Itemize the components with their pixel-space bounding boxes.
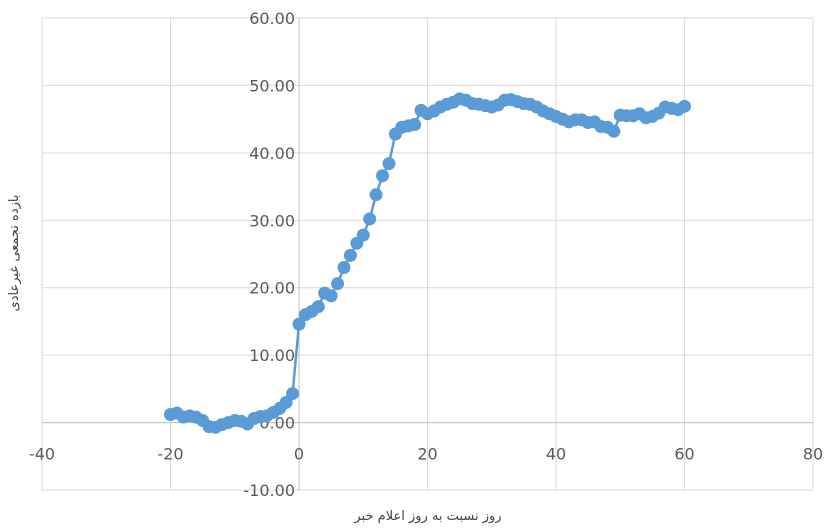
data-point [678,99,691,113]
x-tick-label: 60 [674,445,694,464]
data-point [343,248,357,262]
data-point [363,212,377,226]
y-tick-label: 40.00 [249,144,295,163]
data-point [356,228,370,242]
y-tick-label: -10.00 [243,481,295,500]
data-point [292,317,306,331]
axes [42,18,813,490]
data-point [331,277,345,291]
y-tick-label: 50.00 [249,76,295,95]
x-tick-label: -20 [157,445,183,464]
data-point [286,387,300,401]
x-tick-label: 0 [294,445,304,464]
x-axis-title: روز نسبت به روز اعلام خبر [353,509,501,524]
data-point [337,260,351,274]
y-axis-title: بازده تجمعی غیرعادی [7,195,22,312]
tick-labels: -40 -20 0 20 40 60 80-10.000.0010.0020.0030.00… [29,9,823,500]
x-tick-label: 20 [417,445,437,464]
y-tick-label: 30.00 [249,211,295,230]
data-point [382,157,396,171]
data-series [164,92,691,434]
y-tick-label: 60.00 [249,9,295,28]
data-point [376,169,390,183]
y-tick-label: 20.00 [249,279,295,298]
x-tick-label: -40 [29,445,55,464]
data-point [369,188,383,202]
x-tick-label: 80 [803,445,823,464]
data-point [311,300,325,314]
y-tick-label: 10.00 [249,346,295,365]
data-point [408,118,422,132]
data-point [607,124,621,138]
x-tick-label: 40 [546,445,566,464]
grid [41,17,814,491]
data-point [324,289,338,303]
